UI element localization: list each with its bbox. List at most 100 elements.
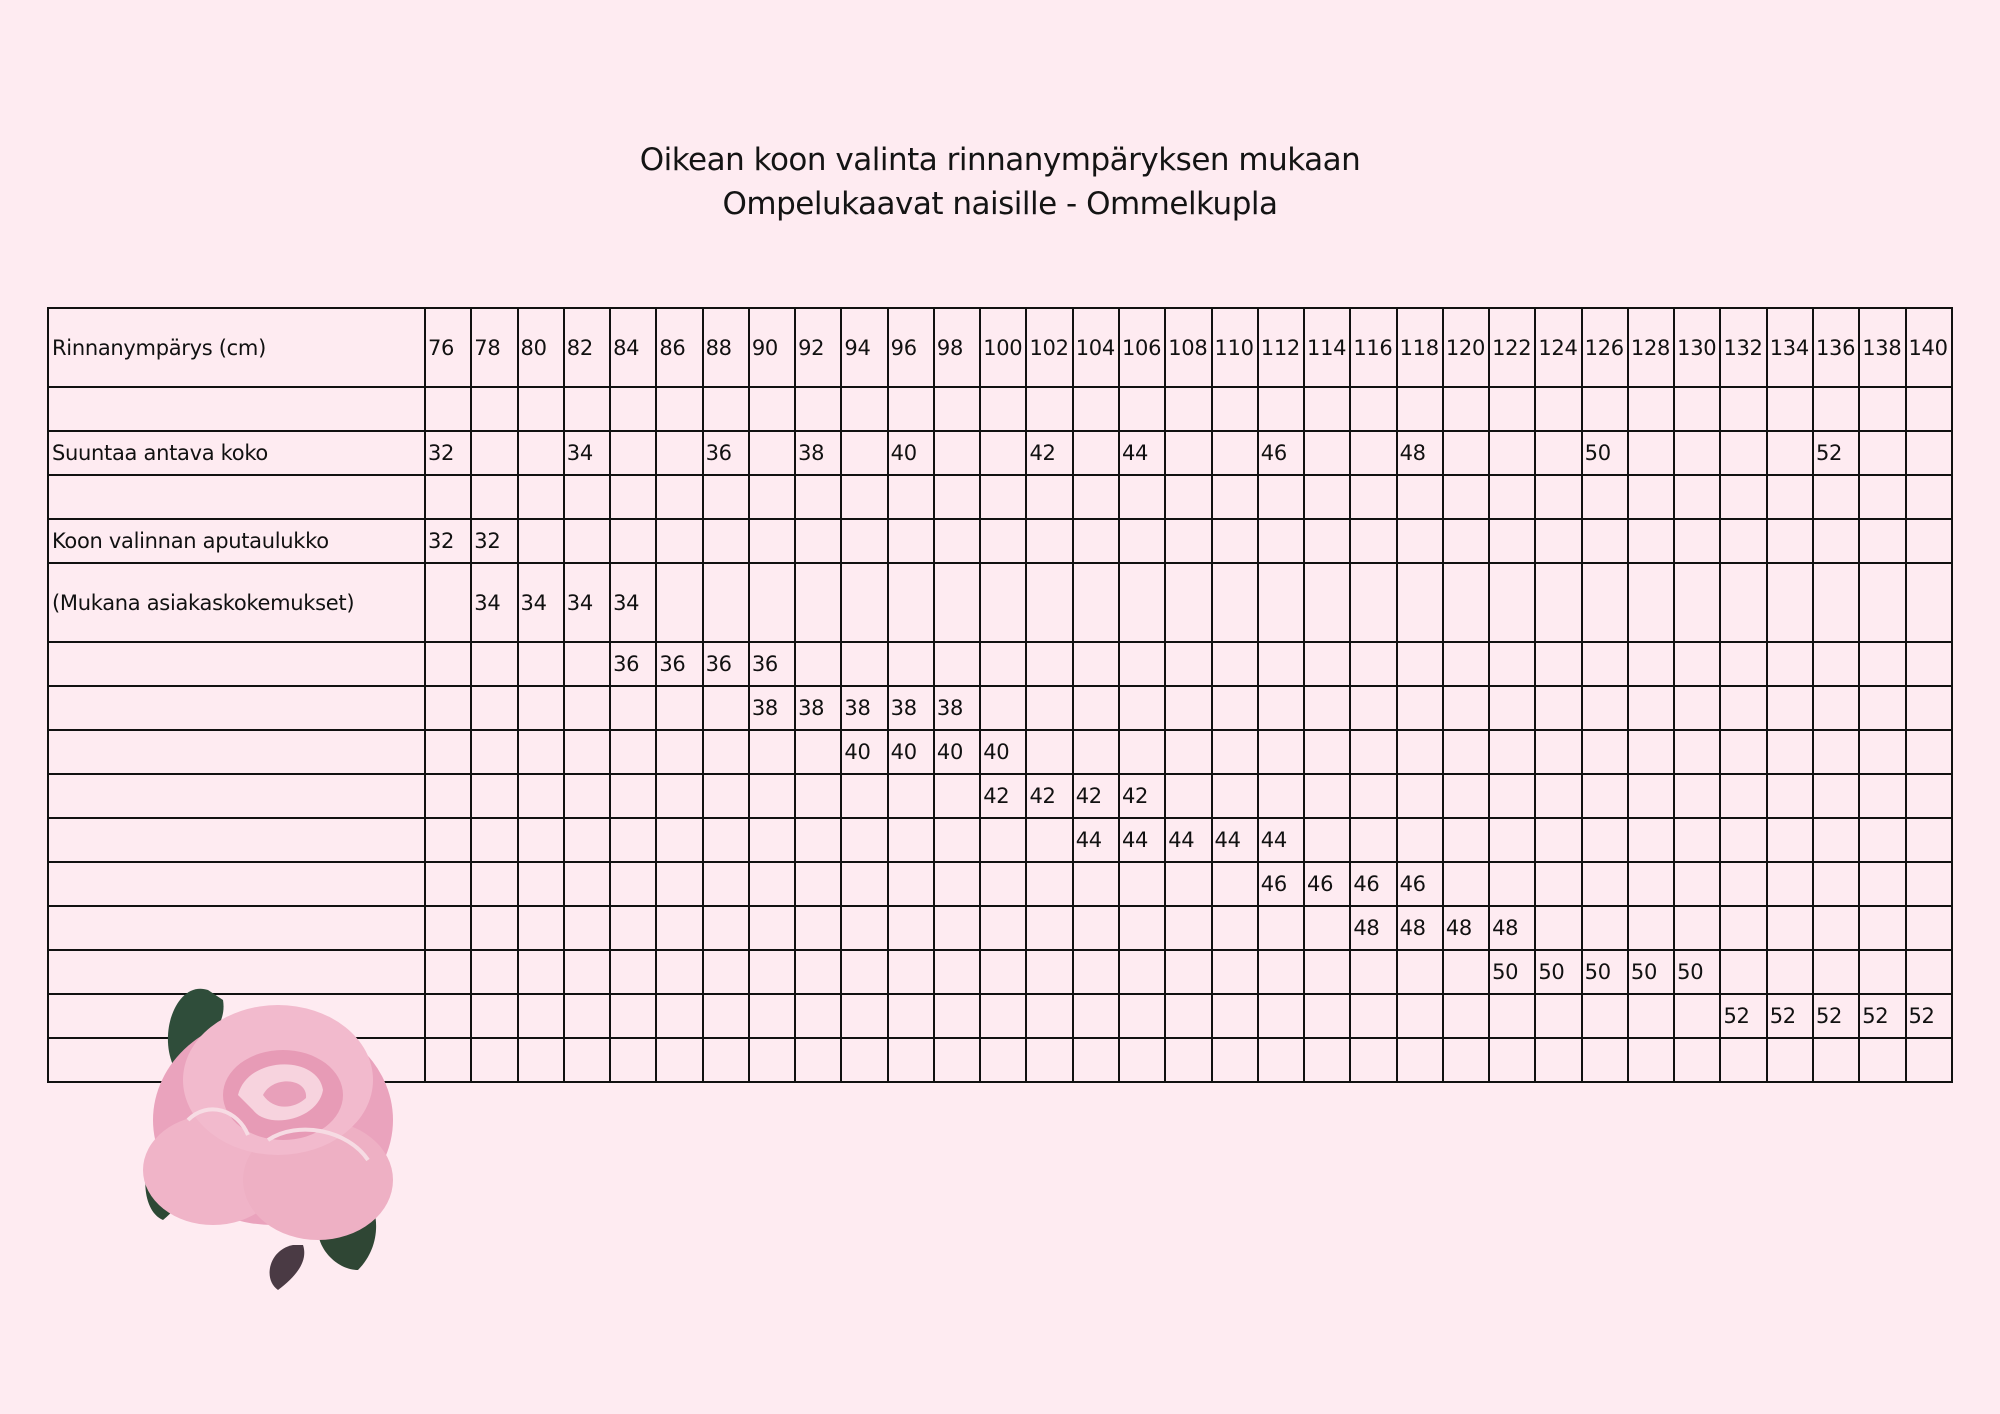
- size-cell: [1210, 949, 1259, 995]
- column-header-cell: 124: [1534, 307, 1583, 388]
- size-cell: [1164, 562, 1213, 643]
- table-row: 52 52 52 52 52: [47, 993, 1953, 1039]
- column-header-cell: 138: [1858, 307, 1907, 388]
- size-cell: [1071, 641, 1120, 687]
- row-label-cell: [47, 729, 426, 775]
- size-cell: [1395, 993, 1444, 1039]
- size-cell: [1303, 949, 1352, 995]
- size-cell: [1719, 386, 1768, 432]
- size-cell: 44: [1117, 430, 1167, 476]
- row-label-cell: [47, 905, 426, 951]
- size-cell: [1441, 641, 1491, 687]
- size-cell: [1765, 817, 1814, 863]
- size-cell: [747, 773, 797, 819]
- size-cell: [886, 562, 935, 643]
- size-cell: 38: [840, 685, 889, 731]
- size-cell: [932, 905, 982, 951]
- size-cell: [1534, 641, 1583, 687]
- size-cell: [1580, 386, 1629, 432]
- row-label-cell: [47, 474, 426, 520]
- size-cell: [1349, 685, 1398, 731]
- size-cell: [840, 562, 889, 643]
- size-cell: [1904, 1037, 1953, 1083]
- size-cell: [1349, 949, 1398, 995]
- size-cell: [701, 386, 750, 432]
- size-cell: [655, 1037, 704, 1083]
- size-cell: [1441, 685, 1491, 731]
- size-cell: 32: [423, 430, 473, 476]
- size-cell: 52: [1904, 993, 1953, 1039]
- size-cell: [1534, 1037, 1583, 1083]
- size-cell: [1626, 474, 1676, 520]
- size-cell: [794, 905, 843, 951]
- size-cell: 42: [1117, 773, 1167, 819]
- column-header-cell: 82: [562, 307, 612, 388]
- size-cell: [1210, 430, 1259, 476]
- size-cell: 44: [1071, 817, 1120, 863]
- size-cell: 50: [1673, 949, 1722, 995]
- column-header-cell: 132: [1719, 307, 1768, 388]
- size-cell: [1904, 905, 1953, 951]
- size-cell: [1719, 641, 1768, 687]
- table-row: 50 50 50 50 50: [47, 949, 1953, 995]
- size-cell: [1025, 518, 1074, 564]
- size-cell: [886, 474, 935, 520]
- table-row: Koon valinnan aputaulukko 32 32: [47, 518, 1953, 564]
- size-cell: [1303, 817, 1352, 863]
- size-cell: 46: [1256, 430, 1306, 476]
- table-row: 48 48 48 48: [47, 905, 1953, 951]
- size-cell: [1534, 729, 1583, 775]
- size-cell: [1580, 474, 1629, 520]
- size-cell: [701, 905, 750, 951]
- size-cell: [1071, 685, 1120, 731]
- size-cell: [1256, 773, 1306, 819]
- size-cell: [840, 1037, 889, 1083]
- size-cell: [794, 993, 843, 1039]
- size-cell: [1673, 386, 1722, 432]
- size-cell: [932, 518, 982, 564]
- size-cell: [423, 993, 473, 1039]
- size-cell: [1534, 905, 1583, 951]
- size-cell: [747, 993, 797, 1039]
- size-cell: [1858, 773, 1907, 819]
- size-cell: [1071, 518, 1120, 564]
- size-cell: [794, 817, 843, 863]
- size-cell: [1673, 430, 1722, 476]
- size-cell: [1349, 562, 1398, 643]
- size-cell: [1441, 474, 1491, 520]
- size-cell: [932, 773, 982, 819]
- size-cell: [1626, 518, 1676, 564]
- size-cell: [1904, 386, 1953, 432]
- size-cell: 34: [470, 562, 519, 643]
- size-cell: [1673, 905, 1722, 951]
- size-cell: [747, 518, 797, 564]
- size-cell: [1025, 861, 1074, 907]
- table-row: 40 40 40 40: [47, 729, 1953, 775]
- size-cell: 36: [609, 641, 658, 687]
- size-cell: [516, 817, 565, 863]
- size-cell: [423, 386, 473, 432]
- size-cell: [562, 518, 612, 564]
- size-cell: [1626, 993, 1676, 1039]
- size-cell: [1626, 685, 1676, 731]
- size-cell: [932, 993, 982, 1039]
- size-cell: [609, 817, 658, 863]
- size-cell: [701, 993, 750, 1039]
- size-cell: [1210, 905, 1259, 951]
- column-header-cell: 88: [701, 307, 750, 388]
- size-cell: [1117, 641, 1167, 687]
- size-cell: [886, 905, 935, 951]
- size-cell: [609, 905, 658, 951]
- size-cell: [1488, 430, 1537, 476]
- size-cell: [701, 518, 750, 564]
- size-cell: 32: [470, 518, 519, 564]
- column-header-cell: 120: [1441, 307, 1491, 388]
- size-cell: [1349, 773, 1398, 819]
- size-cell: [1395, 518, 1444, 564]
- size-cell: [609, 386, 658, 432]
- size-cell: [1719, 729, 1768, 775]
- size-cell: [840, 905, 889, 951]
- size-cell: [1441, 993, 1491, 1039]
- size-cell: [1071, 949, 1120, 995]
- size-cell: [1117, 949, 1167, 995]
